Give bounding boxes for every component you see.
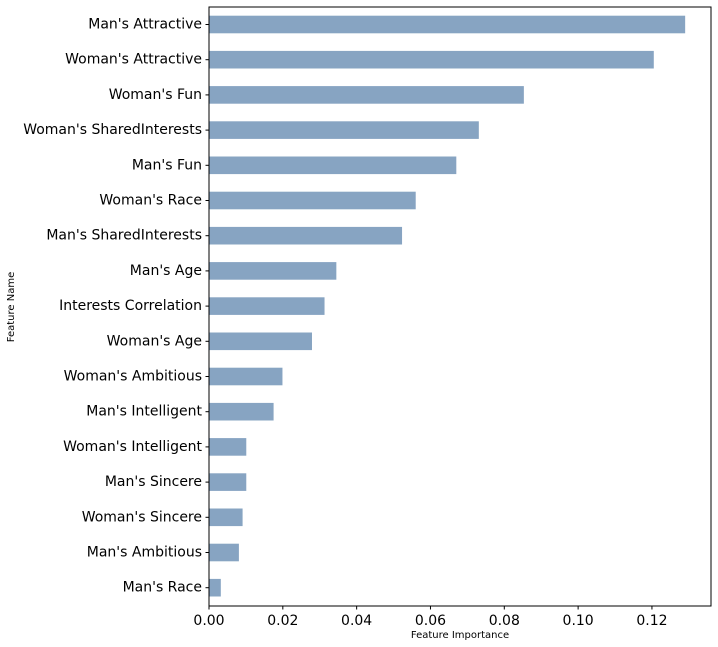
bars-group	[209, 15, 686, 597]
category-label: Woman's Age	[107, 333, 202, 349]
bar	[209, 156, 457, 175]
category-label: Woman's Fun	[109, 87, 202, 103]
bar	[209, 191, 416, 210]
bar	[209, 262, 337, 280]
bar	[209, 121, 479, 139]
bar	[209, 367, 283, 386]
bar	[209, 578, 221, 597]
bar	[209, 543, 239, 562]
x-tick-label: 0.04	[341, 613, 372, 629]
bar	[209, 332, 312, 351]
category-label: Interests Correlation	[59, 298, 202, 314]
category-label: Woman's Intelligent	[63, 439, 202, 455]
category-label: Woman's SharedInterests	[23, 122, 202, 138]
plot-frame	[208, 6, 712, 607]
category-label: Man's Race	[123, 580, 202, 596]
category-label: Woman's Sincere	[82, 509, 202, 525]
bar	[209, 226, 403, 245]
x-tick-label: 0.00	[193, 613, 224, 629]
x-tick-label: 0.10	[563, 613, 594, 629]
bar	[209, 86, 524, 104]
bar	[209, 438, 247, 456]
y-axis-label: Feature Name	[6, 272, 17, 342]
category-label: Man's Fun	[132, 157, 202, 173]
category-label: Man's SharedInterests	[46, 228, 202, 244]
bar	[209, 297, 325, 315]
bar	[209, 15, 686, 34]
x-tick-label: 0.06	[415, 613, 446, 629]
category-labels-group: Man's Attractive Woman's Attractive Woman'…	[23, 17, 209, 596]
category-label: Woman's Ambitious	[64, 369, 202, 385]
x-tick-label: 0.02	[267, 613, 298, 629]
category-label: Man's Intelligent	[86, 404, 202, 420]
category-label: Man's Ambitious	[87, 545, 202, 561]
category-label: Woman's Attractive	[65, 52, 202, 68]
bar	[209, 402, 274, 421]
category-label: Man's Age	[130, 263, 202, 279]
x-tick-label: 0.08	[489, 613, 520, 629]
category-label: Woman's Race	[99, 193, 202, 209]
category-label: Man's Sincere	[105, 474, 202, 490]
category-label: Man's Attractive	[88, 17, 202, 33]
x-tick-label: 0.12	[636, 613, 667, 629]
bar	[209, 508, 243, 527]
bar	[209, 473, 247, 491]
x-axis-label: Feature Importance	[411, 630, 509, 641]
bar	[209, 50, 654, 69]
x-ticks-group: 0.00 0.02 0.04 0.06 0.08 0.10 0.12	[193, 606, 668, 629]
